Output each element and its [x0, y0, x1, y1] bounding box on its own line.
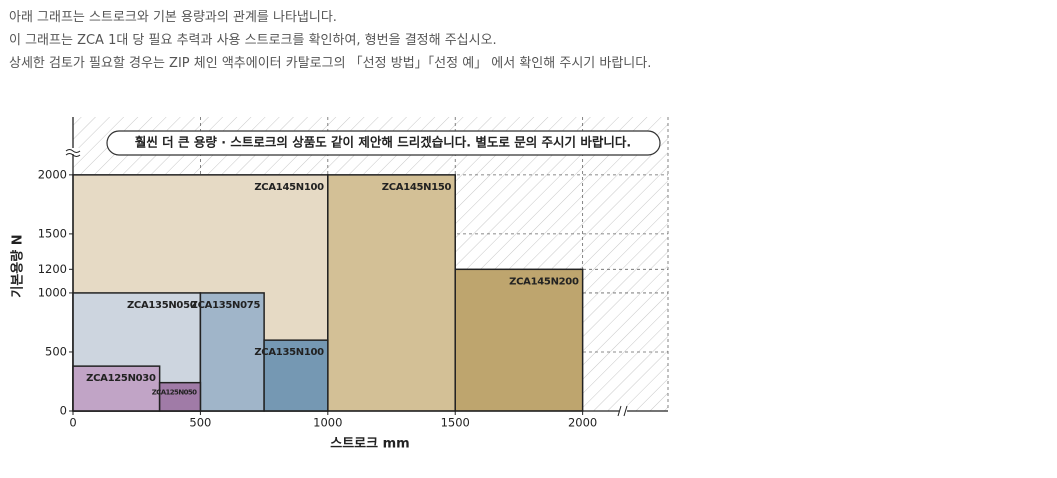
bar-label: ZCA145N100 [254, 182, 324, 193]
y-tick-label: 2000 [38, 167, 67, 181]
bar-label: ZCA125N050 [152, 389, 197, 397]
axis-break [65, 149, 81, 157]
axis-break [617, 405, 628, 417]
bar [454, 268, 584, 412]
x-tick-label: 0 [69, 416, 76, 430]
bar [327, 174, 456, 412]
intro-line: 아래 그래프는 스트로크와 기본 용량과의 관계를 나타냅니다. [9, 10, 337, 25]
x-tick-label: 2000 [568, 416, 597, 430]
y-tick-label: 1500 [38, 226, 67, 240]
x-tick-label: 500 [189, 416, 211, 430]
bar-label: ZCA135N075 [191, 300, 261, 311]
intro: 아래 그래프는 스트로크와 기본 용량과의 관계를 나타냅니다. 이 그래프는 … [9, 6, 651, 75]
y-tick-label: 0 [60, 404, 67, 418]
annotation: 훨씬 더 큰 용량 · 스트로크의 상품도 같이 제안해 드리겠습니다. 별도로… [135, 135, 631, 150]
y-tick-label: 1200 [38, 262, 67, 276]
y-axis-label: 기본용량 N [10, 234, 26, 297]
x-axis-label: 스트로크 mm [330, 437, 409, 452]
axis-break [619, 405, 627, 417]
y-tick-label: 500 [45, 344, 67, 358]
bar-label: ZCA145N150 [382, 182, 452, 193]
bar-label: ZCA125N030 [86, 373, 156, 384]
bar [72, 365, 161, 412]
intro-line: 이 그래프는 ZCA 1대 당 필요 추력과 사용 스트로크를 확인하여, 형번… [9, 33, 497, 48]
bar-label: ZCA145N200 [509, 276, 579, 287]
x-tick-label: 1500 [441, 416, 470, 430]
bar [199, 292, 265, 412]
plot: ZCA145N100 ZCA145N150 ZCA145N200 ZCA135N050… [38, 117, 669, 430]
x-tick-label: 1000 [313, 416, 342, 430]
bar-label: ZCA135N050 [127, 300, 197, 311]
bar [158, 381, 202, 412]
annotation-box [106, 130, 661, 156]
y-tick-label: 1000 [38, 285, 67, 299]
bar [263, 339, 329, 412]
intro-line: 상세한 검토가 필요할 경우는 ZIP 체인 액추에이터 카탈로그의 「선정 방… [9, 56, 652, 71]
bar-label: ZCA135N100 [254, 347, 324, 358]
